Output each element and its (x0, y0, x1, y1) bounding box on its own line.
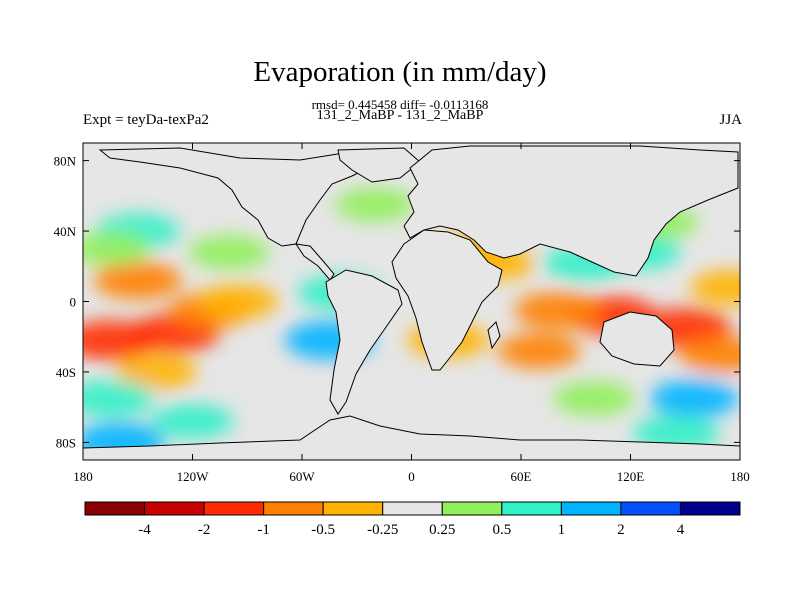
anomaly-region-16 (83, 231, 151, 266)
colorbar-swatch-0 (84, 501, 146, 516)
colorbar-label-5: 0.25 (429, 522, 455, 538)
colorbar-label-2: -1 (257, 522, 270, 538)
y-tick-label-4: 80S (56, 435, 76, 450)
land-south-america (325, 269, 403, 415)
land-madagascar (487, 321, 501, 350)
y-tick-label-0: 80N (54, 154, 77, 169)
colorbar (84, 501, 741, 516)
anomaly-region-5 (197, 284, 279, 319)
anomaly-region-29 (335, 187, 415, 222)
x-tick-label-1: 120W (177, 469, 210, 484)
colorbar-swatch-10 (679, 501, 741, 516)
anomaly-region-8 (514, 291, 601, 330)
colorbar-swatch-1 (144, 501, 205, 516)
anomaly-region-10 (497, 333, 581, 369)
colorbar-swatch-3 (263, 501, 324, 516)
land-australia (599, 311, 675, 367)
colorbar-label-6: 0.5 (492, 522, 511, 538)
anomaly-region-9 (679, 336, 740, 373)
colorbar-label-0: -4 (138, 522, 151, 538)
colorbar-swatch-4 (322, 501, 384, 516)
land-africa (391, 229, 503, 371)
chart-title: Evaporation (in mm/day) (253, 56, 547, 88)
anomaly-region-0 (93, 261, 182, 300)
colorbar-swatch-2 (203, 501, 265, 516)
y-axis-labels: 80N 40N 0 40S 80S (54, 154, 77, 451)
colorbar-swatch-7 (501, 501, 562, 516)
y-tick-label-3: 40S (56, 365, 76, 380)
anomaly-region-23 (151, 403, 234, 439)
colorbar-label-9: 4 (677, 522, 685, 538)
land-antarctica (83, 415, 740, 460)
land-central-america (294, 243, 335, 281)
season-label: JJA (719, 112, 742, 128)
y-tick-label-1: 40N (54, 224, 77, 239)
colorbar-label-1: -2 (198, 522, 211, 538)
colorbar-label-8: 2 (617, 522, 625, 538)
x-tick-label-5: 120E (617, 469, 645, 484)
anomaly-region-25 (650, 379, 739, 418)
anomaly-region-4 (115, 354, 197, 390)
land-greenland (337, 147, 421, 183)
experiment-label: Expt = teyDa-texPa2 (83, 112, 209, 128)
x-tick-label-0: 180 (73, 469, 93, 484)
x-tick-label-3: 0 (408, 469, 415, 484)
colorbar-label-4: -0.25 (367, 522, 398, 538)
colorbar-swatch-8 (560, 501, 622, 516)
colorbar-swatch-6 (441, 501, 503, 516)
colorbar-swatch-9 (620, 501, 681, 516)
anomaly-region-27 (553, 381, 635, 416)
axis-ticks (82, 143, 741, 460)
colorbar-swatch-5 (382, 501, 443, 516)
anomaly-region-22 (83, 379, 154, 418)
chart-subtitle: 131_2_MaBP - 131_2_MaBP (316, 108, 484, 123)
land-layer (83, 145, 740, 460)
x-tick-label-6: 180 (730, 469, 750, 484)
x-axis-labels: 180 120W 60W 0 60E 120E 180 (73, 469, 750, 484)
anomaly-region-14 (689, 269, 740, 305)
x-tick-label-4: 60E (511, 469, 532, 484)
colorbar-label-7: 1 (558, 522, 566, 538)
anomaly-region-2 (83, 320, 157, 361)
colorbar-label-3: -0.5 (311, 522, 335, 538)
land-eurasia (403, 145, 739, 277)
y-tick-label-2: 0 (70, 295, 77, 310)
anomaly-region-17 (188, 234, 270, 270)
colorbar-labels: -4 -2 -1 -0.5 -0.25 0.25 0.5 1 2 4 (138, 522, 684, 538)
x-tick-label-2: 60W (289, 469, 315, 484)
chart-stats-line: rmsd= 0.445458 diff= -0.0113168 (311, 97, 489, 112)
